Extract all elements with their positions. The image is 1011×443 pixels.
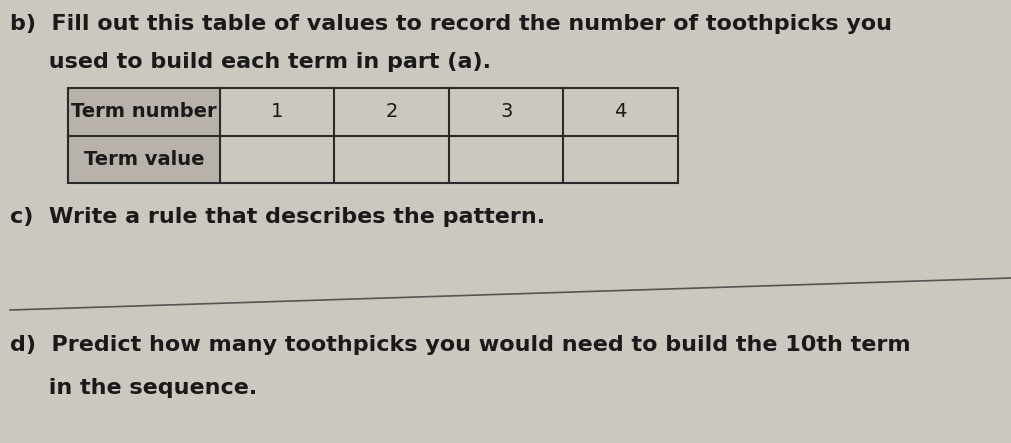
- Text: 2: 2: [385, 102, 397, 121]
- Text: 4: 4: [614, 102, 627, 121]
- Text: Term number: Term number: [71, 102, 216, 121]
- Text: b)  Fill out this table of values to record the number of toothpicks you: b) Fill out this table of values to reco…: [10, 14, 891, 34]
- Text: in the sequence.: in the sequence.: [10, 378, 257, 398]
- Text: c)  Write a rule that describes the pattern.: c) Write a rule that describes the patte…: [10, 207, 545, 227]
- Text: Term value: Term value: [84, 150, 204, 169]
- Text: 3: 3: [499, 102, 512, 121]
- Text: 1: 1: [271, 102, 283, 121]
- Text: d)  Predict how many toothpicks you would need to build the 10th term: d) Predict how many toothpicks you would…: [10, 335, 910, 355]
- Text: used to build each term in part (a).: used to build each term in part (a).: [10, 52, 490, 72]
